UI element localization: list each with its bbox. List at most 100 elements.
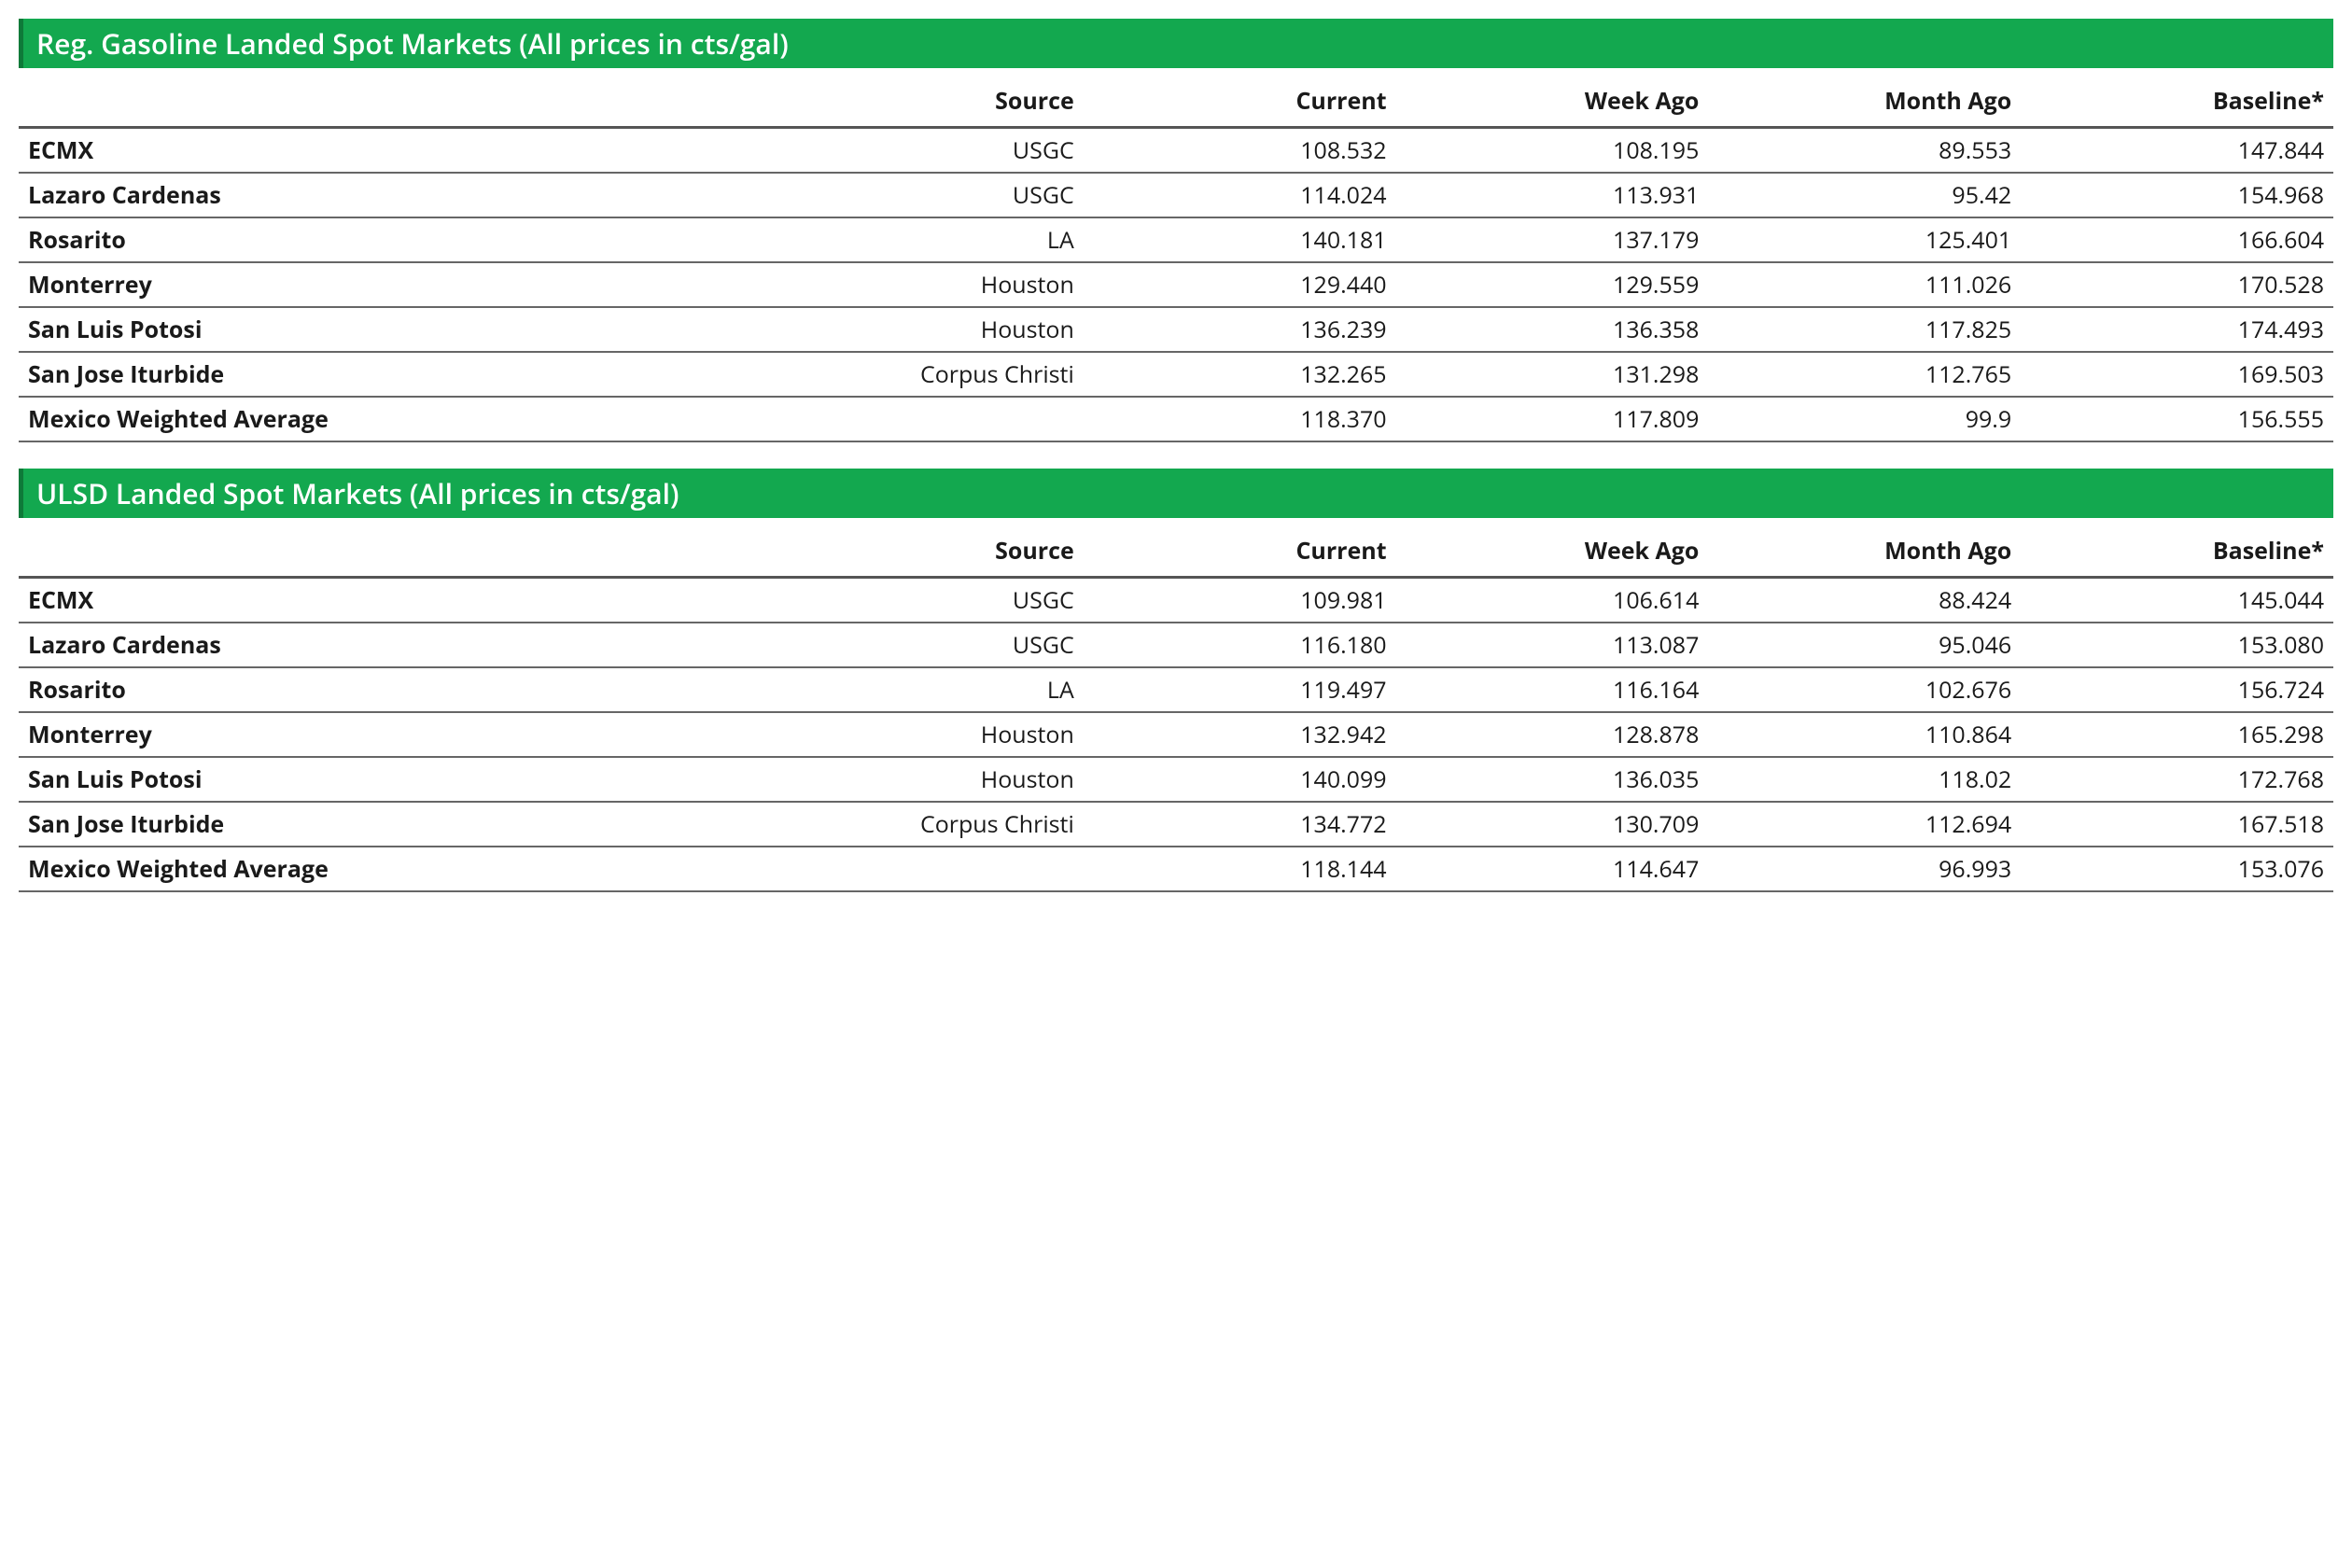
table-row: Lazaro CardenasUSGC116.180113.08795.0461… xyxy=(19,623,2333,667)
value-cell: 156.555 xyxy=(2021,397,2333,441)
value-cell: 116.180 xyxy=(1084,623,1396,667)
location-cell: Mexico Weighted Average xyxy=(19,397,644,441)
value-cell: 119.497 xyxy=(1084,667,1396,712)
table-row: San Luis PotosiHouston136.239136.358117.… xyxy=(19,307,2333,352)
value-cell: 96.993 xyxy=(1708,847,2021,891)
table-row: RosaritoLA140.181137.179125.401166.604 xyxy=(19,217,2333,262)
column-header: Current xyxy=(1084,518,1396,578)
value-cell: 130.709 xyxy=(1396,802,1709,847)
value-cell: 174.493 xyxy=(2021,307,2333,352)
table-row: MonterreyHouston132.942128.878110.864165… xyxy=(19,712,2333,757)
value-cell: 118.02 xyxy=(1708,757,2021,802)
source-cell: Corpus Christi xyxy=(644,802,1084,847)
value-cell: 129.440 xyxy=(1084,262,1396,307)
market-table-section: Reg. Gasoline Landed Spot Markets (All p… xyxy=(19,19,2333,442)
table-row: San Jose IturbideCorpus Christi132.26513… xyxy=(19,352,2333,397)
value-cell: 102.676 xyxy=(1708,667,2021,712)
location-cell: Mexico Weighted Average xyxy=(19,847,644,891)
source-cell: Houston xyxy=(644,712,1084,757)
source-cell: USGC xyxy=(644,128,1084,174)
value-cell: 117.825 xyxy=(1708,307,2021,352)
value-cell: 89.553 xyxy=(1708,128,2021,174)
column-header: Month Ago xyxy=(1708,68,2021,128)
value-cell: 109.981 xyxy=(1084,578,1396,623)
value-cell: 112.765 xyxy=(1708,352,2021,397)
location-cell: Monterrey xyxy=(19,262,644,307)
value-cell: 95.42 xyxy=(1708,173,2021,217)
source-cell: Houston xyxy=(644,262,1084,307)
source-cell: LA xyxy=(644,217,1084,262)
source-cell: USGC xyxy=(644,623,1084,667)
column-header: Week Ago xyxy=(1396,68,1709,128)
table-row: ECMXUSGC108.532108.19589.553147.844 xyxy=(19,128,2333,174)
source-cell: USGC xyxy=(644,578,1084,623)
value-cell: 114.647 xyxy=(1396,847,1709,891)
location-cell: Monterrey xyxy=(19,712,644,757)
value-cell: 110.864 xyxy=(1708,712,2021,757)
value-cell: 129.559 xyxy=(1396,262,1709,307)
value-cell: 118.144 xyxy=(1084,847,1396,891)
column-header: Baseline* xyxy=(2021,518,2333,578)
value-cell: 140.181 xyxy=(1084,217,1396,262)
value-cell: 112.694 xyxy=(1708,802,2021,847)
value-cell: 113.931 xyxy=(1396,173,1709,217)
value-cell: 117.809 xyxy=(1396,397,1709,441)
value-cell: 136.035 xyxy=(1396,757,1709,802)
column-header: Month Ago xyxy=(1708,518,2021,578)
location-cell: San Luis Potosi xyxy=(19,757,644,802)
value-cell: 134.772 xyxy=(1084,802,1396,847)
market-table-section: ULSD Landed Spot Markets (All prices in … xyxy=(19,469,2333,892)
location-cell: San Jose Iturbide xyxy=(19,352,644,397)
value-cell: 153.076 xyxy=(2021,847,2333,891)
value-cell: 108.195 xyxy=(1396,128,1709,174)
column-header xyxy=(19,518,644,578)
location-cell: San Luis Potosi xyxy=(19,307,644,352)
price-table: SourceCurrentWeek AgoMonth AgoBaseline*E… xyxy=(19,518,2333,892)
column-header: Source xyxy=(644,518,1084,578)
value-cell: 111.026 xyxy=(1708,262,2021,307)
value-cell: 118.370 xyxy=(1084,397,1396,441)
value-cell: 125.401 xyxy=(1708,217,2021,262)
table-row: RosaritoLA119.497116.164102.676156.724 xyxy=(19,667,2333,712)
value-cell: 106.614 xyxy=(1396,578,1709,623)
column-header: Source xyxy=(644,68,1084,128)
column-header xyxy=(19,68,644,128)
table-row: San Jose IturbideCorpus Christi134.77213… xyxy=(19,802,2333,847)
value-cell: 170.528 xyxy=(2021,262,2333,307)
table-row: ECMXUSGC109.981106.61488.424145.044 xyxy=(19,578,2333,623)
location-cell: ECMX xyxy=(19,578,644,623)
table-row: MonterreyHouston129.440129.559111.026170… xyxy=(19,262,2333,307)
value-cell: 95.046 xyxy=(1708,623,2021,667)
source-cell xyxy=(644,847,1084,891)
location-cell: San Jose Iturbide xyxy=(19,802,644,847)
source-cell xyxy=(644,397,1084,441)
value-cell: 132.265 xyxy=(1084,352,1396,397)
location-cell: Lazaro Cardenas xyxy=(19,623,644,667)
table-row: Lazaro CardenasUSGC114.024113.93195.4215… xyxy=(19,173,2333,217)
value-cell: 156.724 xyxy=(2021,667,2333,712)
value-cell: 128.878 xyxy=(1396,712,1709,757)
value-cell: 167.518 xyxy=(2021,802,2333,847)
value-cell: 132.942 xyxy=(1084,712,1396,757)
value-cell: 172.768 xyxy=(2021,757,2333,802)
source-cell: Houston xyxy=(644,307,1084,352)
value-cell: 113.087 xyxy=(1396,623,1709,667)
value-cell: 88.424 xyxy=(1708,578,2021,623)
value-cell: 136.358 xyxy=(1396,307,1709,352)
value-cell: 147.844 xyxy=(2021,128,2333,174)
value-cell: 131.298 xyxy=(1396,352,1709,397)
value-cell: 99.9 xyxy=(1708,397,2021,441)
source-cell: Corpus Christi xyxy=(644,352,1084,397)
location-cell: Rosarito xyxy=(19,217,644,262)
table-row: San Luis PotosiHouston140.099136.035118.… xyxy=(19,757,2333,802)
section-title: ULSD Landed Spot Markets (All prices in … xyxy=(19,469,2333,518)
value-cell: 166.604 xyxy=(2021,217,2333,262)
column-header: Current xyxy=(1084,68,1396,128)
table-row: Mexico Weighted Average 118.144114.64796.… xyxy=(19,847,2333,891)
value-cell: 154.968 xyxy=(2021,173,2333,217)
location-cell: ECMX xyxy=(19,128,644,174)
value-cell: 116.164 xyxy=(1396,667,1709,712)
value-cell: 140.099 xyxy=(1084,757,1396,802)
table-row: Mexico Weighted Average 118.370117.80999.… xyxy=(19,397,2333,441)
value-cell: 108.532 xyxy=(1084,128,1396,174)
